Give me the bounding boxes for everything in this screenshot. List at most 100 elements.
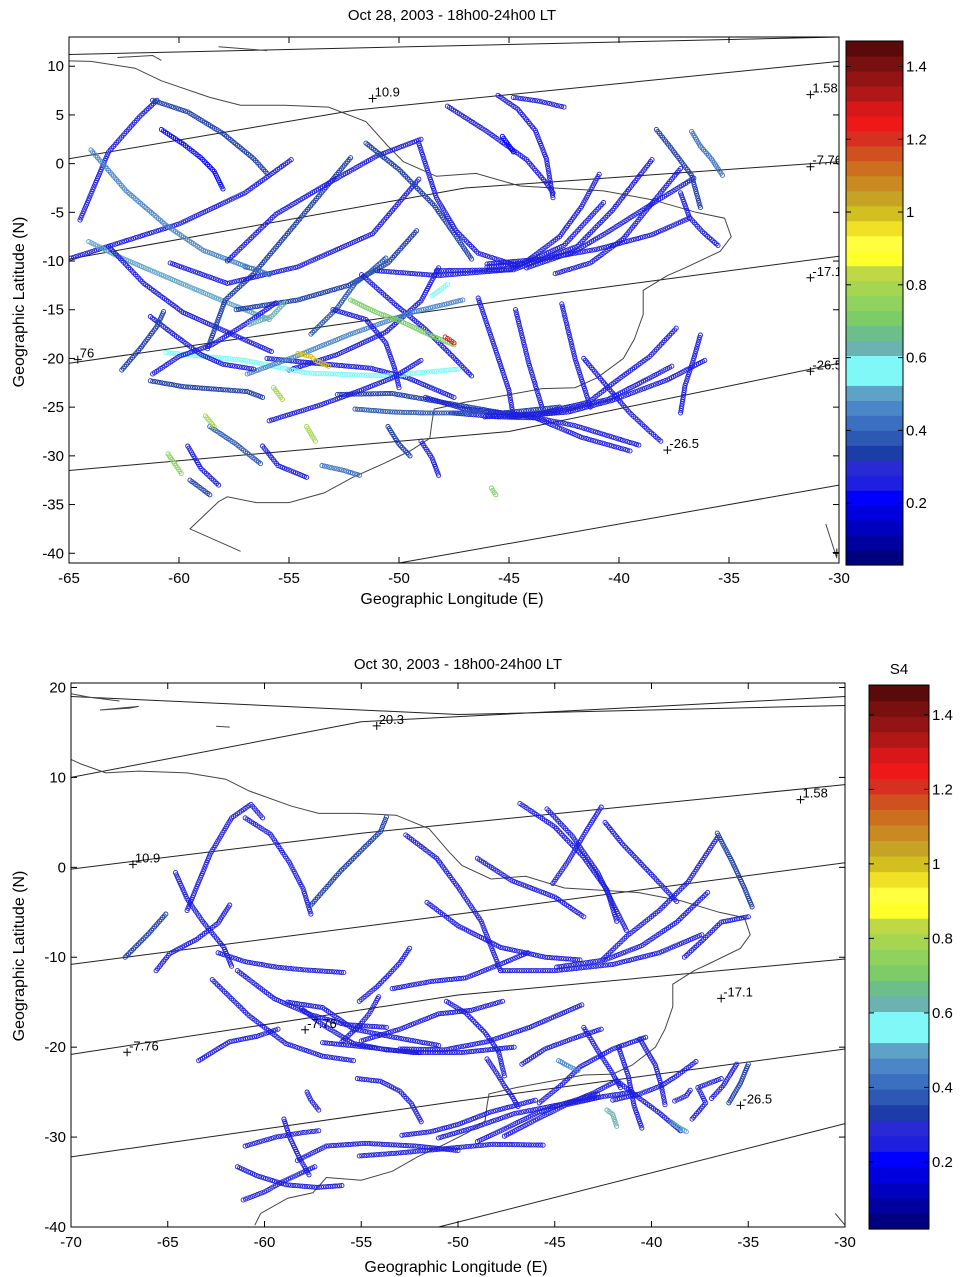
- satellite-track: [209, 977, 357, 1064]
- data-point: [323, 400, 329, 406]
- data-point: [604, 441, 610, 448]
- data-point: [192, 269, 198, 275]
- data-point: [685, 210, 691, 216]
- data-point: [678, 190, 684, 196]
- satellite-track: [524, 175, 697, 271]
- data-point: [191, 348, 197, 354]
- data-point: [407, 270, 413, 276]
- satellite-track: [319, 463, 362, 478]
- data-point: [488, 413, 494, 419]
- data-point: [304, 474, 310, 480]
- data-point: [147, 378, 153, 384]
- x-tick-label: -60: [168, 570, 190, 587]
- data-point: [690, 358, 696, 364]
- data-point: [578, 263, 584, 269]
- data-point: [683, 378, 690, 384]
- data-point: [581, 383, 587, 389]
- data-point: [536, 395, 542, 401]
- data-point: [382, 391, 388, 397]
- data-point: [188, 267, 194, 273]
- data-point: [385, 377, 391, 383]
- chart-title: Oct 28, 2003 - 18h00-24h00 LT: [348, 7, 556, 24]
- data-point: [157, 100, 163, 106]
- data-point: [439, 399, 445, 405]
- satellite-track: [418, 438, 442, 478]
- data-point: [503, 267, 509, 273]
- data-point: [261, 962, 267, 968]
- data-point: [338, 969, 344, 975]
- data-point: [618, 951, 624, 957]
- data-point: [418, 147, 424, 153]
- data-point: [242, 357, 248, 363]
- data-point: [689, 360, 695, 366]
- data-point: [558, 420, 564, 426]
- data-point: [545, 891, 551, 897]
- data-point: [238, 261, 244, 267]
- data-point: [257, 461, 263, 467]
- data-point: [469, 373, 475, 379]
- data-point: [496, 260, 502, 266]
- colorbar-tick-label: 1.4: [906, 58, 927, 75]
- data-point: [237, 357, 243, 363]
- satellite-track: [295, 351, 332, 369]
- data-point: [602, 957, 608, 963]
- data-point: [343, 363, 350, 369]
- data-point: [684, 208, 690, 214]
- data-point: [521, 415, 527, 421]
- data-point: [183, 351, 189, 357]
- data-point: [577, 424, 583, 430]
- data-point: [532, 257, 538, 263]
- data-point: [514, 414, 520, 420]
- data-point: [576, 367, 582, 373]
- data-point: [326, 969, 333, 975]
- data-point: [496, 359, 503, 365]
- satellite-track: [433, 157, 655, 274]
- data-point: [687, 367, 693, 373]
- data-point: [582, 388, 588, 394]
- data-point: [363, 391, 369, 397]
- colorbar-swatch: [846, 550, 903, 566]
- data-point: [658, 438, 664, 444]
- data-point: [274, 360, 280, 366]
- data-point: [681, 199, 687, 205]
- contour-line: [71, 1048, 845, 1158]
- colorbar-swatch: [846, 55, 903, 72]
- colorbar-swatch: [846, 70, 903, 87]
- data-point: [166, 381, 172, 387]
- data-point: [521, 968, 527, 974]
- data-point: [409, 140, 415, 146]
- data-point: [500, 370, 506, 376]
- data-point: [618, 445, 624, 451]
- data-point: [358, 315, 364, 321]
- data-point: [332, 397, 338, 403]
- contour-line: [71, 958, 845, 1055]
- data-point: [598, 963, 604, 969]
- data-point: [253, 267, 259, 273]
- coastline-island: [218, 46, 268, 52]
- data-point: [161, 380, 168, 386]
- data-point: [484, 267, 490, 273]
- data-point: [139, 937, 145, 944]
- data-point: [537, 140, 544, 147]
- data-point: [507, 414, 513, 420]
- data-point: [411, 309, 417, 315]
- data-point: [694, 193, 700, 199]
- data-point: [373, 391, 379, 397]
- data-point: [329, 969, 335, 975]
- data-point: [607, 962, 613, 968]
- data-point: [529, 369, 535, 376]
- data-point: [584, 248, 590, 254]
- data-point: [455, 298, 461, 304]
- data-point: [568, 956, 574, 962]
- data-point: [357, 328, 363, 334]
- contour-line: [438, 1123, 845, 1227]
- colorbar-tick-label: 1: [906, 204, 914, 221]
- data-point: [577, 403, 584, 409]
- data-point: [354, 314, 360, 320]
- data-point: [398, 319, 404, 325]
- data-point: [547, 180, 554, 186]
- data-point: [570, 251, 576, 257]
- data-point: [325, 371, 331, 377]
- data-point: [341, 363, 347, 369]
- data-point: [149, 230, 155, 236]
